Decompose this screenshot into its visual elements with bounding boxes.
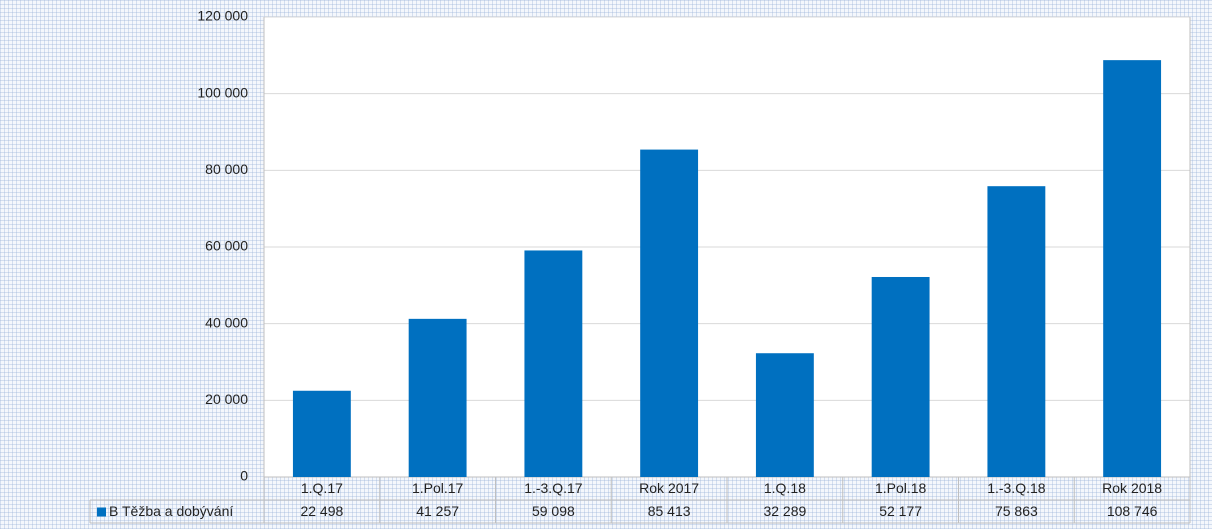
y-tick-label: 40 000 [205, 314, 248, 330]
data-label: 75 863 [995, 503, 1038, 519]
x-tick-label: 1.-3.Q.18 [987, 480, 1046, 496]
bar [755, 353, 814, 477]
y-tick-label: 20 000 [205, 391, 248, 407]
x-tick-label: Rok 2018 [1102, 480, 1162, 496]
bar [292, 390, 351, 477]
x-tick-label: 1.-3.Q.17 [524, 480, 583, 496]
bar [408, 318, 467, 477]
y-tick-label: 0 [240, 468, 248, 484]
x-tick-label: 1.Q.17 [301, 480, 343, 496]
bar [640, 149, 699, 477]
data-label: 22 498 [300, 503, 343, 519]
x-tick-label: Rok 2017 [639, 480, 699, 496]
data-label: 41 257 [416, 503, 459, 519]
data-label: 59 098 [532, 503, 575, 519]
y-tick-label: 100 000 [197, 84, 248, 100]
legend-swatch [97, 507, 106, 517]
bar [871, 276, 930, 477]
x-tick-label: 1.Q.18 [764, 480, 806, 496]
data-label: 108 746 [1107, 503, 1158, 519]
y-tick-label: 60 000 [205, 238, 248, 254]
y-tick-label: 80 000 [205, 161, 248, 177]
data-label: 32 289 [763, 503, 806, 519]
data-label: 52 177 [879, 503, 922, 519]
x-tick-label: 1.Pol.17 [412, 480, 464, 496]
bar [1103, 60, 1162, 478]
bar [524, 250, 583, 477]
data-label: 85 413 [648, 503, 691, 519]
legend-label: B Těžba a dobývání [109, 503, 233, 519]
bar [987, 186, 1046, 477]
x-tick-label: 1.Pol.18 [875, 480, 927, 496]
y-tick-label: 120 000 [197, 8, 248, 24]
